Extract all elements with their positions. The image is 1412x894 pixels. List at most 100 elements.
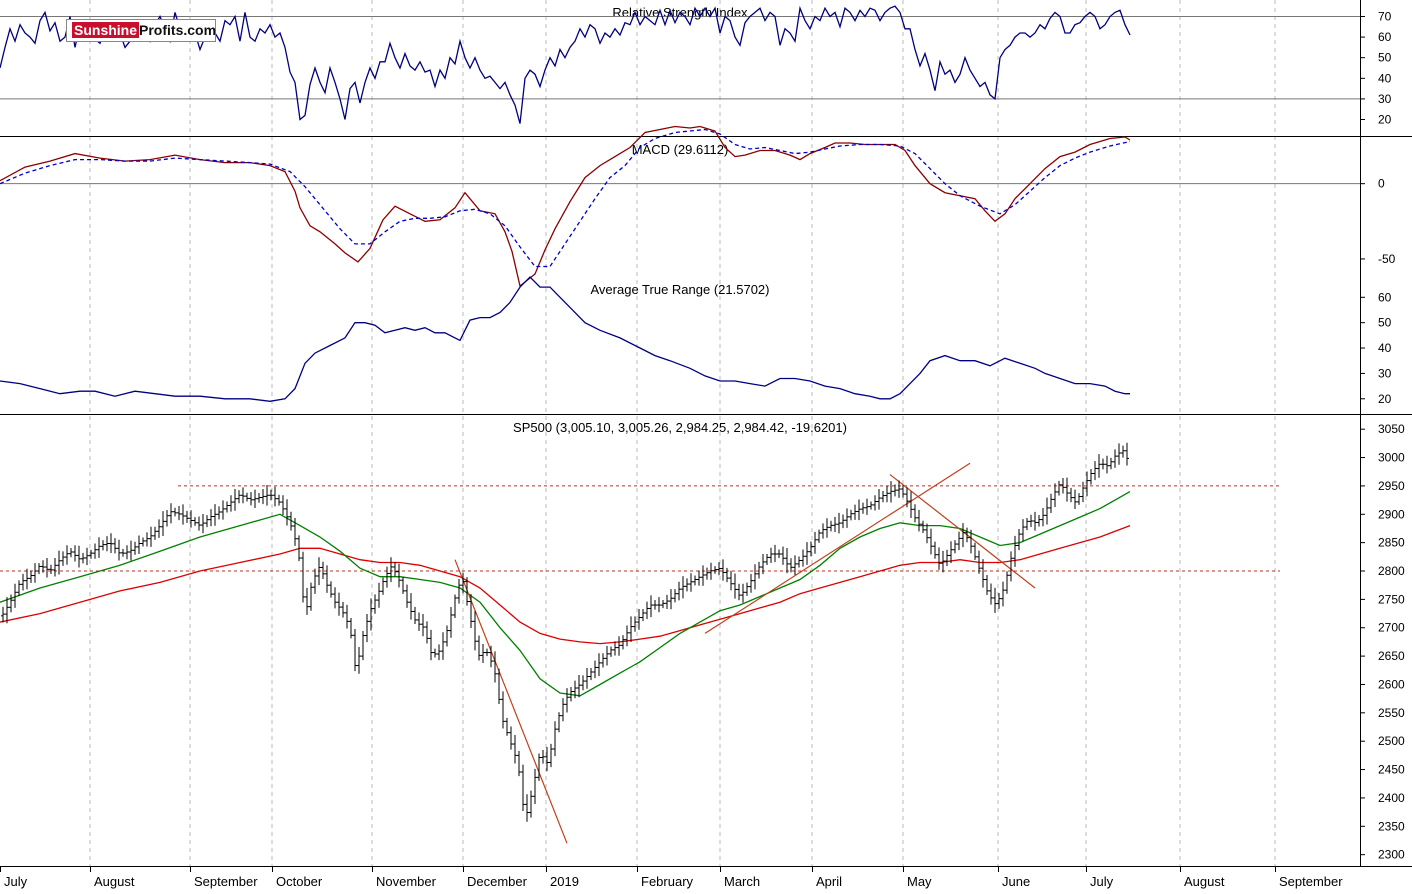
price-bar: [545, 747, 549, 772]
price-bar: [381, 577, 385, 595]
price-bar: [609, 646, 613, 657]
x-axis-label: July: [4, 874, 28, 889]
price-bar: [817, 529, 821, 543]
price-bar: [77, 545, 81, 568]
price-bar: [1053, 483, 1057, 508]
atr-tick-label: 60: [1378, 290, 1392, 304]
price-bar: [269, 489, 273, 501]
price-bar: [1089, 468, 1093, 485]
rsi-tick-label: 40: [1378, 71, 1392, 85]
price-bar: [701, 565, 705, 586]
price-bar: [409, 593, 413, 620]
price-bar: [933, 541, 937, 559]
price-bar: [589, 668, 593, 681]
price-bar: [717, 562, 721, 576]
price-bar: [981, 559, 985, 588]
price-bar: [845, 508, 849, 528]
price-bar: [121, 548, 125, 557]
price-bar: [1069, 487, 1073, 503]
price-bar: [13, 583, 17, 608]
price-bar: [97, 537, 101, 558]
price-bar: [801, 549, 805, 567]
price-bar: [913, 504, 917, 523]
price-bar: [441, 632, 445, 660]
price-bar: [193, 517, 197, 526]
price-bar: [953, 540, 957, 554]
x-axis-label: September: [1279, 874, 1343, 889]
price-bar: [153, 526, 157, 540]
price-bar: [1121, 445, 1125, 458]
sp500-tick-label: 2550: [1378, 706, 1405, 720]
price-bar: [401, 576, 405, 594]
price-bar: [777, 549, 781, 559]
price-bar: [433, 648, 437, 658]
price-bar: [1081, 481, 1085, 503]
price-bar: [333, 587, 337, 609]
price-bar: [173, 507, 177, 517]
price-bar: [477, 635, 481, 661]
price-bar: [541, 749, 545, 764]
price-bar: [1025, 517, 1029, 531]
price-bar: [1021, 519, 1025, 542]
price-bar: [357, 647, 361, 674]
price-bar: [521, 764, 525, 812]
price-bar: [937, 547, 941, 570]
atr-tick-label: 50: [1378, 316, 1392, 330]
price-bar: [585, 668, 589, 689]
price-bar: [489, 645, 493, 668]
price-bar: [537, 753, 541, 781]
price-bar: [225, 501, 229, 513]
price-bar: [889, 481, 893, 503]
price-bar: [493, 651, 497, 683]
price-bar: [673, 589, 677, 603]
price-bar: [361, 630, 365, 661]
price-bar: [813, 531, 817, 554]
price-bar: [69, 548, 73, 558]
price-bar: [505, 717, 509, 736]
price-bar: [261, 489, 265, 505]
price-bar: [697, 570, 701, 586]
price-bar: [145, 532, 149, 547]
price-bar: [925, 523, 929, 544]
price-bar: [89, 549, 93, 559]
price-bar: [33, 563, 37, 583]
price-bar: [465, 577, 469, 606]
price-bar: [501, 691, 505, 729]
price-bar: [385, 566, 389, 588]
price-bar: [829, 520, 833, 532]
price-bar: [337, 592, 341, 616]
sp500-tick-label: 2450: [1378, 763, 1405, 777]
price-bar: [709, 562, 713, 580]
price-bar: [909, 491, 913, 518]
price-bar: [229, 495, 233, 512]
price-bar: [305, 587, 309, 615]
rsi-tick-label: 60: [1378, 30, 1392, 44]
price-bar: [445, 625, 449, 647]
price-bar: [1013, 535, 1017, 567]
price-bar: [685, 578, 689, 592]
x-axis-label: August: [1184, 874, 1225, 889]
x-axis-label: March: [724, 874, 760, 889]
price-bar: [181, 504, 185, 525]
price-bar: [437, 644, 441, 661]
price-bar: [781, 546, 785, 565]
price-bar: [1073, 489, 1077, 510]
rsi-tick-label: 70: [1378, 9, 1392, 23]
price-bar: [353, 629, 357, 672]
sp500-tick-label: 2700: [1378, 621, 1405, 635]
price-bar: [249, 492, 253, 506]
price-bar: [241, 487, 245, 504]
price-bar: [553, 721, 557, 757]
price-bar: [885, 485, 889, 503]
price-bar: [905, 487, 909, 508]
sunshine-profits-logo: Sunshine Profits.com: [66, 19, 216, 42]
rsi-tick-label: 30: [1378, 92, 1392, 106]
price-bar: [997, 592, 1001, 609]
price-bar: [5, 597, 9, 624]
price-bar: [237, 490, 241, 504]
price-bar: [897, 480, 901, 498]
price-bar: [101, 540, 105, 551]
price-bar: [1049, 493, 1053, 514]
price-bar: [469, 594, 473, 628]
